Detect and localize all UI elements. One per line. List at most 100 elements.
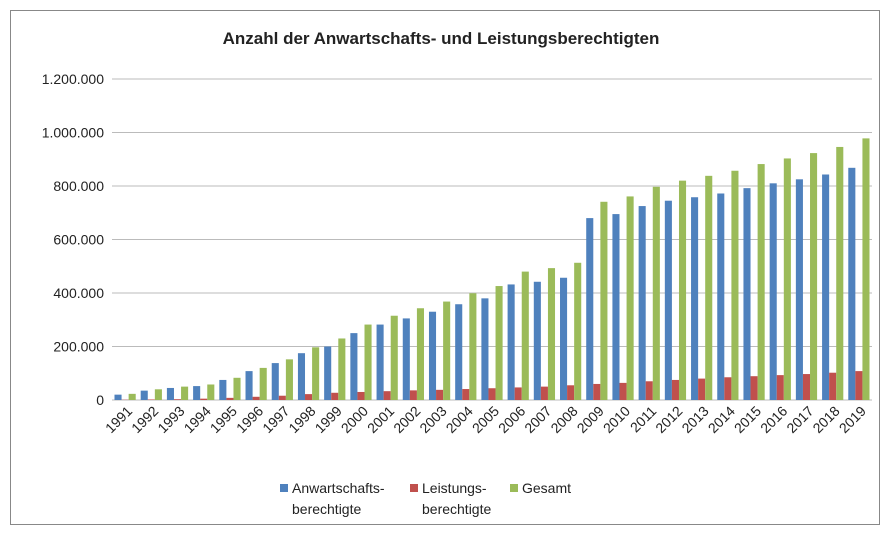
bar	[312, 347, 319, 400]
bar	[462, 389, 469, 400]
bar	[286, 359, 293, 400]
bar	[593, 384, 600, 400]
bar	[403, 318, 410, 400]
bar	[193, 386, 200, 400]
legend-label: Leistungs-berechtigte	[422, 478, 512, 520]
bar	[260, 368, 267, 400]
bar	[796, 179, 803, 400]
legend-item: Gesamt	[510, 478, 602, 499]
legend-item: Leistungs-berechtigte	[410, 478, 512, 520]
y-tick-label: 600.000	[53, 232, 104, 248]
y-tick-label: 400.000	[53, 285, 104, 301]
bar	[200, 399, 207, 400]
bar	[174, 399, 181, 400]
bar	[777, 375, 784, 400]
bar	[619, 383, 626, 400]
bar	[848, 168, 855, 400]
bar	[567, 385, 574, 400]
bar	[612, 214, 619, 400]
bar	[522, 272, 529, 400]
bar	[181, 387, 188, 400]
bar	[455, 304, 462, 400]
bar	[574, 263, 581, 400]
bar	[751, 376, 758, 400]
bar	[496, 286, 503, 400]
bar	[324, 347, 331, 401]
bar	[639, 206, 646, 400]
bar	[384, 391, 391, 400]
bar	[731, 171, 738, 400]
bar	[129, 394, 136, 400]
legend-label: Gesamt	[522, 478, 602, 499]
legend-swatch	[280, 484, 288, 492]
bar	[548, 268, 555, 400]
bar	[672, 380, 679, 400]
chart-title: Anzahl der Anwartschafts- und Leistungsb…	[223, 29, 660, 48]
bar	[417, 308, 424, 400]
bar	[646, 381, 653, 400]
legend-swatch	[510, 484, 518, 492]
bar	[429, 312, 436, 400]
bar	[298, 353, 305, 400]
bar	[679, 181, 686, 400]
y-tick-label: 800.000	[53, 178, 104, 194]
bar	[253, 397, 260, 400]
bar	[141, 391, 148, 400]
bar	[481, 298, 488, 400]
bar	[855, 371, 862, 400]
bar	[560, 278, 567, 400]
bar	[665, 201, 672, 400]
bar	[377, 325, 384, 400]
y-tick-label: 1.000.000	[42, 125, 104, 141]
bar	[410, 390, 417, 400]
bar	[862, 138, 869, 400]
bar	[272, 363, 279, 400]
bar	[586, 218, 593, 400]
legend-item: Anwartschafts-berechtigte	[280, 478, 414, 520]
bar	[338, 338, 345, 400]
bar	[279, 396, 286, 400]
bar	[717, 193, 724, 400]
bar	[515, 387, 522, 400]
bar	[167, 388, 174, 400]
bar	[207, 384, 214, 400]
bar	[469, 293, 476, 400]
bar	[508, 284, 515, 400]
bar	[829, 373, 836, 400]
bar	[836, 147, 843, 400]
bar	[784, 158, 791, 400]
bar	[803, 374, 810, 400]
legend-swatch	[410, 484, 418, 492]
legend-label: Anwartschafts-berechtigte	[292, 478, 414, 520]
bar	[653, 187, 660, 400]
bar	[357, 392, 364, 400]
bar	[443, 302, 450, 400]
bar	[743, 188, 750, 400]
bar	[391, 316, 398, 400]
bar	[246, 371, 253, 400]
bar	[331, 393, 338, 400]
bar	[822, 174, 829, 400]
y-tick-label: 1.200.000	[42, 71, 104, 87]
bar	[600, 202, 607, 400]
bar	[627, 196, 634, 400]
bar	[114, 395, 121, 400]
bar	[226, 398, 233, 400]
bar	[350, 333, 357, 400]
y-tick-label: 0	[96, 392, 104, 408]
y-tick-label: 200.000	[53, 339, 104, 355]
bar	[436, 390, 443, 400]
bar	[534, 282, 541, 400]
bar	[691, 197, 698, 400]
bar	[155, 389, 162, 400]
bar	[698, 379, 705, 400]
bar	[758, 164, 765, 400]
bar	[541, 387, 548, 400]
bar	[770, 183, 777, 400]
bar	[724, 377, 731, 400]
bar	[233, 378, 240, 400]
bar	[365, 325, 372, 400]
bar	[148, 399, 155, 400]
